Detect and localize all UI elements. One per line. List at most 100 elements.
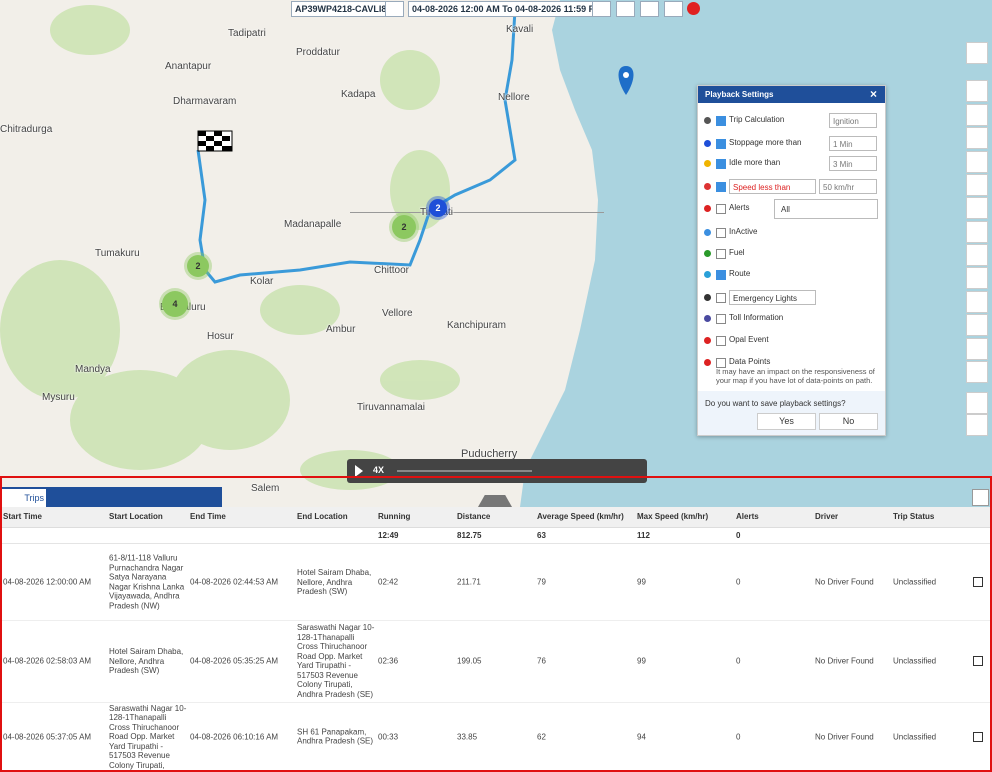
side-button[interactable] [966, 151, 988, 173]
row-border [0, 702, 992, 703]
calendar-button[interactable] [592, 1, 611, 17]
place-label: Kanchipuram [447, 320, 506, 331]
side-button[interactable] [966, 42, 988, 64]
setting-control[interactable]: 50 km/hr [819, 179, 877, 194]
edit-button[interactable] [973, 656, 983, 666]
checkbox[interactable] [716, 358, 726, 368]
column-header: Max Speed (km/hr) [637, 512, 709, 521]
settings-button[interactable] [664, 1, 683, 17]
cluster[interactable]: 2 [392, 215, 416, 239]
column-header: Average Speed (km/hr) [537, 512, 624, 521]
side-button[interactable] [966, 244, 988, 266]
table-cell: 00:33 [378, 731, 399, 741]
setting-row: Opal Event [698, 331, 885, 351]
table-cell: 04-08-2026 05:37:05 AM [3, 731, 92, 741]
side-button[interactable] [966, 174, 988, 196]
export-button[interactable] [972, 489, 989, 506]
edit-button[interactable] [973, 731, 983, 742]
edit-button[interactable] [973, 577, 983, 587]
side-button[interactable] [966, 197, 988, 219]
checkbox[interactable] [716, 159, 726, 169]
checkbox[interactable] [716, 314, 726, 324]
date-range[interactable]: 04-08-2026 12:00 AM To 04-08-2026 11:59 … [408, 1, 607, 17]
side-button[interactable] [966, 314, 988, 336]
cluster[interactable]: 2 [187, 255, 209, 277]
table-cell: 04-08-2026 02:44:53 AM [190, 577, 279, 587]
column-header: Trip Status [893, 512, 935, 521]
row-border [0, 620, 992, 621]
table-cell: Saraswathi Nagar 10-128-1Thanapalli Cros… [109, 703, 187, 770]
setting-label: Stoppage more than [729, 138, 802, 147]
checkbox[interactable] [716, 293, 726, 303]
trips-tab[interactable]: Trips [2, 489, 46, 507]
play-button[interactable] [355, 465, 363, 477]
table-cell: 211.71 [457, 577, 481, 587]
total-cell: 812.75 [457, 531, 482, 540]
dropdown-label[interactable]: Speed less than [729, 179, 816, 194]
setting-icon [704, 271, 711, 278]
setting-label: Fuel [729, 248, 745, 257]
progress[interactable] [397, 470, 532, 472]
side-button[interactable] [966, 291, 988, 313]
table-header [0, 507, 992, 528]
checkbox[interactable] [716, 116, 726, 126]
setting-label: Data Points [729, 357, 771, 366]
setting-icon [704, 205, 711, 212]
table-cell: 04-08-2026 06:10:16 AM [190, 731, 279, 741]
place-label: Ambur [326, 324, 356, 335]
list-button[interactable] [385, 1, 404, 17]
place-label: Puducherry [461, 448, 518, 460]
table-cell: 04-08-2026 02:58:03 AM [3, 656, 92, 666]
table-cell: 62 [537, 731, 546, 741]
setting-control[interactable]: 1 Min [829, 136, 877, 151]
close-settings[interactable]: × [870, 87, 878, 101]
print-button[interactable] [616, 1, 635, 17]
total-cell: 0 [736, 531, 741, 540]
no-button[interactable]: No [819, 413, 878, 430]
column-header: Running [378, 512, 411, 521]
setting-control[interactable]: 3 Min [829, 156, 877, 171]
checkbox[interactable] [716, 228, 726, 238]
setting-row: Route [698, 265, 885, 285]
yes-button[interactable]: Yes [757, 413, 816, 430]
share-button[interactable] [640, 1, 659, 17]
checkbox[interactable] [716, 249, 726, 259]
cluster[interactable]: 2 [429, 199, 447, 217]
save-question: Do you want to save playback settings? [705, 399, 846, 408]
side-button[interactable] [966, 80, 988, 102]
setting-icon [704, 117, 711, 124]
checkbox[interactable] [716, 204, 726, 214]
checkbox[interactable] [716, 336, 726, 346]
side-button[interactable] [966, 267, 988, 289]
checkbox[interactable] [716, 270, 726, 280]
table-cell: 99 [637, 656, 646, 666]
table-cell: No Driver Found [815, 577, 874, 587]
total-cell: 112 [637, 531, 650, 540]
setting-control[interactable]: Ignition [829, 113, 877, 128]
place-label: Salem [251, 483, 280, 494]
side-button[interactable] [966, 361, 988, 383]
settings-title: Playback Settings [705, 90, 774, 99]
dropdown-label[interactable]: Emergency Lights [729, 290, 816, 305]
side-button[interactable] [966, 414, 988, 436]
close-button[interactable] [687, 2, 700, 15]
speed[interactable]: 4X [373, 465, 385, 475]
side-button[interactable] [966, 104, 988, 126]
side-button[interactable] [966, 338, 988, 360]
cluster[interactable]: 4 [162, 291, 188, 317]
side-button[interactable] [966, 127, 988, 149]
resize-handle[interactable] [478, 495, 512, 507]
place-label: Dharmavaram [173, 96, 237, 107]
checkbox[interactable] [716, 139, 726, 149]
vehicle-select[interactable]: AP39WP4218-CAVLI8 [291, 1, 391, 17]
setting-row: Emergency Lights [698, 288, 885, 308]
table-cell: 199.05 [457, 656, 482, 666]
side-button[interactable] [966, 392, 988, 414]
tab-bar: Trips [0, 487, 222, 507]
setting-control[interactable]: All [774, 199, 878, 219]
setting-icon [704, 183, 711, 190]
side-button[interactable] [966, 221, 988, 243]
note: It may have an impact on the responsiven… [716, 367, 875, 385]
setting-icon [704, 250, 711, 257]
checkbox[interactable] [716, 182, 726, 192]
